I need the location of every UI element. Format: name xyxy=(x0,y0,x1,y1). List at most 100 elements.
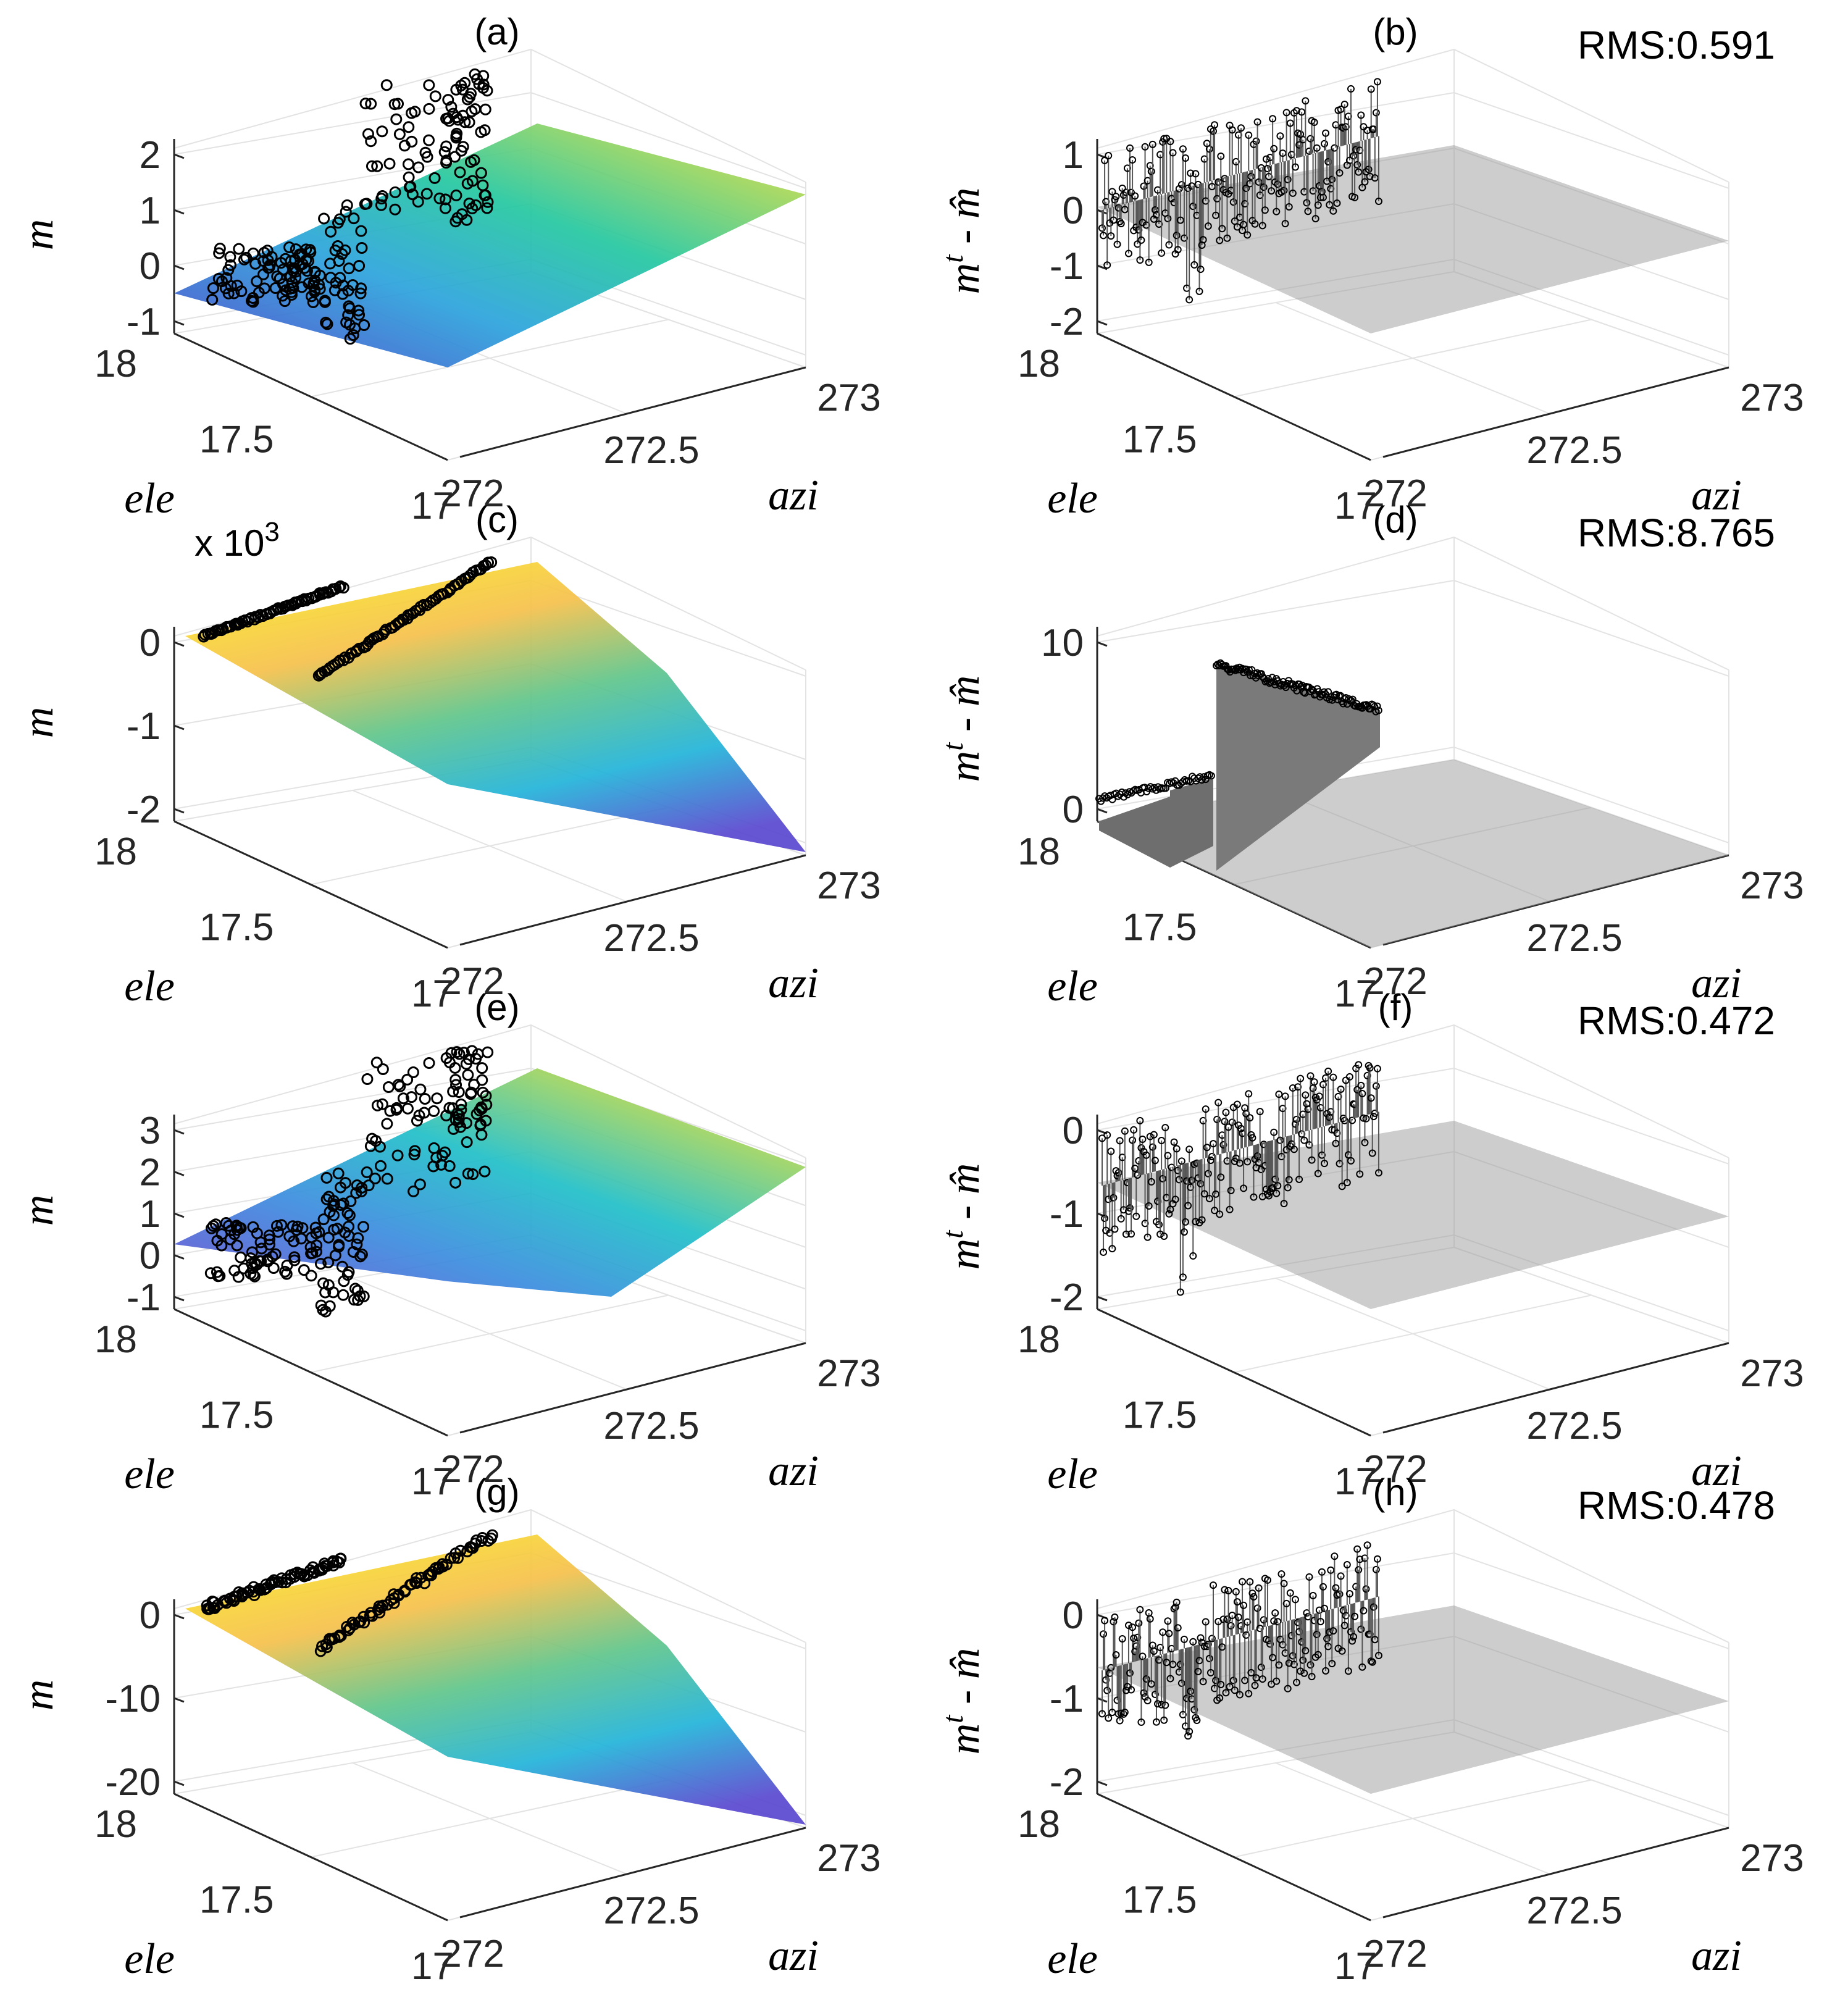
residual-point xyxy=(1218,225,1226,233)
residual-point xyxy=(1164,1617,1172,1625)
residual-point xyxy=(1142,1151,1150,1159)
data-point xyxy=(412,196,424,208)
data-point xyxy=(463,198,475,210)
residual-point xyxy=(1280,1200,1288,1208)
ele-tick-label: 17 xyxy=(411,1945,454,1988)
z-axis-label: mt - m̂ xyxy=(937,676,989,782)
svg-text:mt - m̂: mt - m̂ xyxy=(937,1648,989,1755)
data-point xyxy=(427,1160,440,1173)
residual-point xyxy=(1310,1078,1318,1086)
data-point xyxy=(258,282,270,295)
residual-point xyxy=(1192,170,1200,178)
residual-point xyxy=(1261,206,1269,214)
residual-point xyxy=(1126,1669,1134,1677)
panel-title: (a) xyxy=(474,11,519,52)
residual-point xyxy=(1197,1180,1205,1188)
data-point xyxy=(465,1086,477,1099)
z-tick-label: -1 xyxy=(127,705,161,748)
data-point xyxy=(261,245,274,257)
residual-point xyxy=(1132,1212,1140,1220)
residual-point xyxy=(1327,1566,1335,1574)
data-point xyxy=(306,1247,319,1260)
data-point xyxy=(465,88,477,100)
ele-tick-label: 17.5 xyxy=(199,1394,274,1437)
residual-point xyxy=(1150,1647,1158,1655)
z-tick-label: -1 xyxy=(1050,1678,1084,1720)
residual-point xyxy=(1337,1572,1345,1580)
data-point xyxy=(236,1587,248,1599)
data-point xyxy=(364,1607,377,1619)
ele-tick-label: 17 xyxy=(411,485,454,527)
residual-point xyxy=(1357,1625,1365,1633)
residual-point xyxy=(1179,145,1187,153)
residual-point xyxy=(1371,1109,1379,1117)
data-point xyxy=(247,1262,259,1274)
data-point xyxy=(433,192,446,204)
residual-point xyxy=(1131,1165,1139,1173)
residual-point xyxy=(1112,193,1120,201)
data-point xyxy=(248,1270,261,1283)
residual-point xyxy=(1161,1124,1169,1132)
residual-point xyxy=(1252,137,1260,145)
data-point xyxy=(206,293,219,306)
residual-point xyxy=(1274,1182,1282,1190)
residual-point xyxy=(1158,249,1166,257)
residual-point xyxy=(1241,1676,1249,1685)
residual-point xyxy=(1114,1169,1123,1177)
data-point xyxy=(359,98,372,110)
residual-point xyxy=(1300,1669,1308,1677)
azi-tick-label: 272.5 xyxy=(1526,429,1622,472)
data-point xyxy=(317,1213,330,1226)
residual-point xyxy=(1368,1658,1376,1666)
data-point xyxy=(479,189,491,201)
residual-point xyxy=(1173,232,1181,240)
z-tick-label: 1 xyxy=(1063,134,1084,177)
data-point xyxy=(245,295,257,307)
residual-point xyxy=(1118,1635,1126,1643)
residual-point xyxy=(1332,1584,1340,1592)
residual-point xyxy=(1204,222,1212,230)
data-point xyxy=(296,248,308,260)
z-tick-label: -2 xyxy=(1050,301,1084,343)
residual-point xyxy=(1367,1657,1375,1665)
residual-point xyxy=(1105,152,1113,160)
residual-point xyxy=(1350,1633,1358,1641)
residual-point xyxy=(1189,203,1197,211)
residual-point xyxy=(1284,175,1292,183)
residual-point xyxy=(1314,1651,1322,1659)
residual-point xyxy=(1108,1245,1116,1253)
residual-point xyxy=(1233,1598,1241,1606)
residual-point xyxy=(1371,1636,1379,1644)
residual-point xyxy=(1161,1701,1169,1709)
data-point xyxy=(320,1171,333,1184)
data-point xyxy=(238,253,250,266)
residual-point xyxy=(1165,1630,1173,1638)
azi-axis-label: azi xyxy=(768,472,819,519)
residual-point xyxy=(1107,232,1115,240)
residual-point xyxy=(1338,1182,1346,1191)
residual-point xyxy=(1343,1560,1351,1568)
residual-point xyxy=(1276,1136,1284,1144)
residual-point xyxy=(1250,1593,1258,1601)
data-point xyxy=(429,172,441,184)
residual-point xyxy=(1218,1643,1226,1651)
residual-point xyxy=(1222,1108,1230,1116)
residual-point xyxy=(1307,1072,1315,1080)
svg-text:m: m xyxy=(15,1195,62,1226)
residual-point xyxy=(1240,220,1248,228)
residual-point xyxy=(1098,1710,1106,1718)
residual-point xyxy=(1202,1618,1210,1626)
residual-point xyxy=(1374,197,1382,205)
data-point xyxy=(362,1179,375,1192)
azi-tick-label: 273 xyxy=(1740,1352,1804,1395)
residual-point xyxy=(1373,1065,1381,1073)
residual-point xyxy=(1355,1566,1363,1574)
azi-tick-label: 272 xyxy=(440,472,504,515)
data-point xyxy=(333,1630,346,1642)
data-point xyxy=(393,128,406,140)
residual-point xyxy=(1293,107,1300,115)
residual-point xyxy=(1160,1716,1168,1724)
residual-point xyxy=(1148,1143,1156,1151)
data-point xyxy=(380,79,393,91)
